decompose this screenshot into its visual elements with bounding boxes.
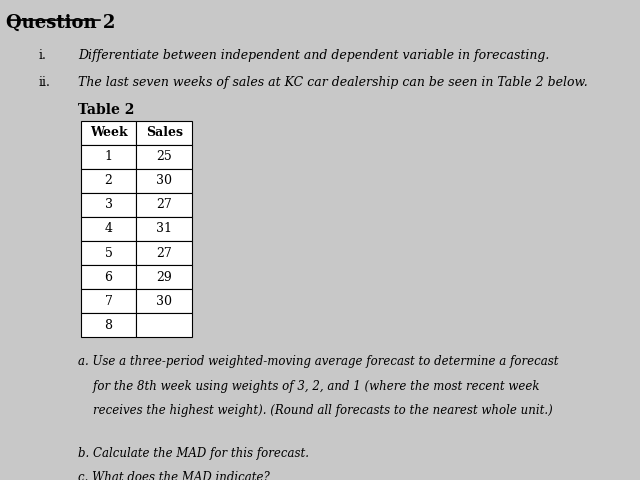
Text: The last seven weeks of sales at KC car dealership can be seen in Table 2 below.: The last seven weeks of sales at KC car … [78, 76, 588, 89]
Bar [81, 241, 136, 265]
Text: 31: 31 [156, 222, 172, 236]
Bar [136, 144, 192, 168]
Text: 5: 5 [105, 247, 113, 260]
Bar [136, 241, 192, 265]
Text: 3: 3 [104, 198, 113, 211]
Text: 30: 30 [156, 174, 172, 187]
Text: 27: 27 [156, 198, 172, 211]
Bar [136, 217, 192, 241]
Text: ii.: ii. [39, 76, 51, 89]
Bar [81, 144, 136, 168]
Text: for the 8th week using weights of 3, 2, and 1 (where the most recent week: for the 8th week using weights of 3, 2, … [78, 380, 540, 393]
Text: c. What does the MAD indicate?: c. What does the MAD indicate? [78, 471, 269, 480]
Bar [136, 313, 192, 337]
Bar [136, 193, 192, 217]
Text: Table 2: Table 2 [78, 103, 134, 117]
Text: 6: 6 [104, 271, 113, 284]
Text: 29: 29 [156, 271, 172, 284]
Text: Sales: Sales [146, 126, 183, 139]
Bar [136, 265, 192, 289]
Bar [81, 289, 136, 313]
Text: 7: 7 [105, 295, 113, 308]
Text: Differentiate between independent and dependent variable in forecasting.: Differentiate between independent and de… [78, 49, 549, 62]
Text: 30: 30 [156, 295, 172, 308]
Bar [136, 120, 192, 144]
Text: Question 2: Question 2 [6, 13, 115, 31]
Bar [136, 168, 192, 193]
Text: i.: i. [39, 49, 47, 62]
Bar [81, 217, 136, 241]
Text: 25: 25 [156, 150, 172, 163]
Bar [81, 313, 136, 337]
Bar [136, 289, 192, 313]
Text: b. Calculate the MAD for this forecast.: b. Calculate the MAD for this forecast. [78, 447, 309, 460]
Bar [81, 168, 136, 193]
Text: 1: 1 [104, 150, 113, 163]
Bar [81, 265, 136, 289]
Text: a. Use a three-period weighted-moving average forecast to determine a forecast: a. Use a three-period weighted-moving av… [78, 355, 559, 368]
Text: 8: 8 [104, 319, 113, 332]
Text: 4: 4 [104, 222, 113, 236]
Bar [81, 193, 136, 217]
Text: Week: Week [90, 126, 127, 139]
Text: receives the highest weight). (Round all forecasts to the nearest whole unit.): receives the highest weight). (Round all… [78, 404, 553, 417]
Text: 27: 27 [156, 247, 172, 260]
Text: 2: 2 [105, 174, 113, 187]
Bar [81, 120, 136, 144]
